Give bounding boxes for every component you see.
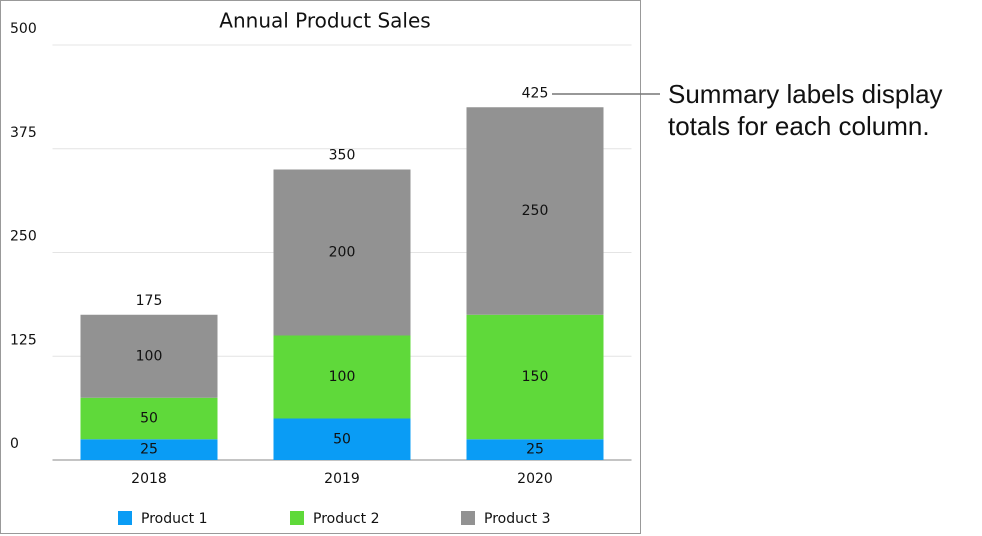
y-tick-label: 250 [10, 229, 37, 245]
bar-segment [273, 418, 411, 460]
chart-title: Annual Product Sales [219, 9, 430, 33]
value-label: 100 [329, 369, 356, 385]
bar-segment [273, 335, 411, 419]
value-label: 25 [526, 442, 544, 458]
total-label: 175 [136, 293, 163, 309]
bar-segment [80, 439, 218, 460]
y-tick-label: 500 [10, 21, 37, 37]
x-tick-label: 2018 [131, 471, 167, 487]
legend-label: Product 1 [141, 511, 208, 527]
legend-swatch [118, 511, 132, 525]
legend-label: Product 2 [313, 511, 380, 527]
bar-segment [466, 107, 604, 315]
bar-segment [466, 439, 604, 460]
bar-segment [273, 169, 411, 336]
y-tick-label: 375 [10, 125, 37, 141]
total-label: 425 [522, 85, 549, 101]
x-tick-label: 2019 [324, 471, 360, 487]
y-tick-label: 0 [10, 436, 19, 452]
value-label: 50 [333, 431, 351, 447]
bar-segment [466, 314, 604, 440]
x-tick-label: 2020 [517, 471, 553, 487]
value-label: 50 [140, 411, 158, 427]
bar-segment [80, 397, 218, 440]
annotation: Summary labels display totals for each c… [668, 79, 943, 141]
value-label: 150 [522, 369, 549, 385]
legend-swatch [461, 511, 475, 525]
y-tick-label: 125 [10, 332, 37, 348]
total-label: 350 [329, 148, 356, 164]
value-label: 200 [329, 245, 356, 261]
legend-label: Product 3 [484, 511, 551, 527]
value-label: 25 [140, 442, 158, 458]
legend-swatch [290, 511, 304, 525]
value-label: 250 [522, 203, 549, 219]
bar-segment [80, 314, 218, 398]
value-label: 100 [136, 348, 163, 364]
